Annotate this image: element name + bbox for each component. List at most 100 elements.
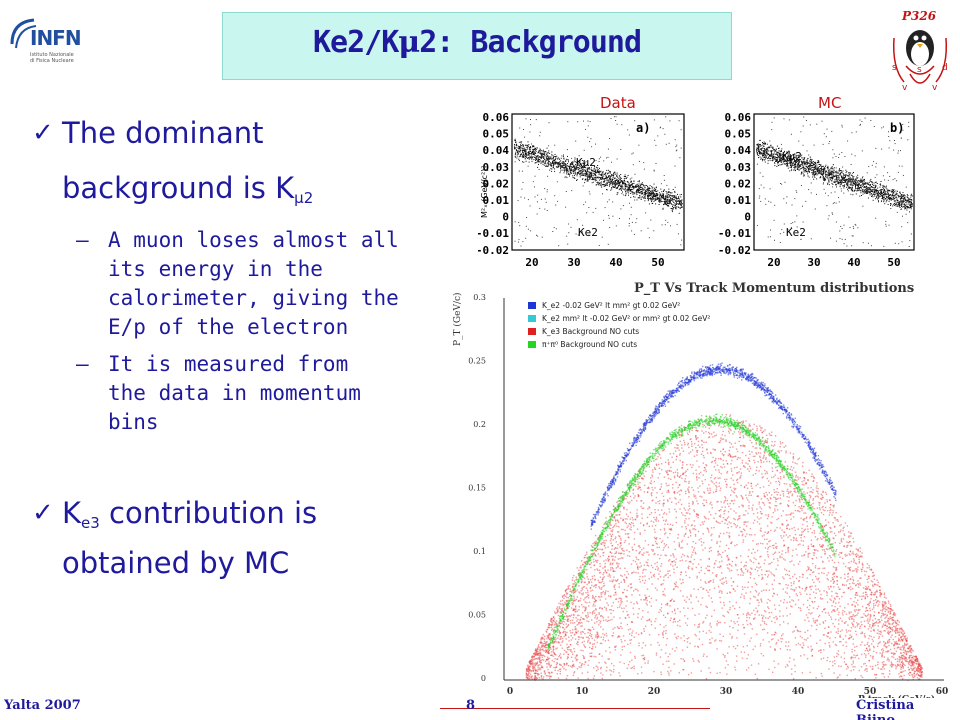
big-plot-xtick: 30 xyxy=(720,687,733,697)
panel-b-tag: b) xyxy=(890,121,904,135)
data-label: Data xyxy=(600,94,636,112)
panel-a-xtick: 50 xyxy=(651,256,664,269)
panel-a-ke2-label: Ke2 xyxy=(578,226,598,239)
sub-bullet-1-line-4: E/p of the electron xyxy=(108,315,349,339)
big-plot-xtick: 0 xyxy=(507,687,513,697)
panel-a-ytick: -0.02 xyxy=(478,244,509,257)
big-plot-ytick: 0.05 xyxy=(468,611,486,620)
footer-author: Cristina Biino xyxy=(852,698,960,720)
legend-entry: K_e2 -0.02 GeV² lt mm² gt 0.02 GeV² xyxy=(542,301,680,310)
dash-icon: – xyxy=(76,228,89,252)
panel-a-ytick: 0 xyxy=(502,211,509,224)
panel-a-ytick: 0.02 xyxy=(483,177,510,190)
big-plot-xtick: 20 xyxy=(648,687,661,697)
bullet-list: ✓ The dominant background is Kμ2 – A muo… xyxy=(32,110,452,583)
sub-bullet-1-line-1: A muon loses almost all xyxy=(108,228,399,252)
panel-a-xtick: 30 xyxy=(567,256,580,269)
legend-entry: K_e3 Background NO cuts xyxy=(542,327,639,336)
svg-text:s: s xyxy=(917,65,922,75)
panel-a-ytick: 0.04 xyxy=(483,144,510,157)
check-icon: ✓ xyxy=(32,118,54,148)
svg-text:v: v xyxy=(932,83,938,93)
dash-icon: – xyxy=(76,352,89,376)
page-number: 8 xyxy=(466,698,476,713)
panel-a-kmu2-label: Kμ2 xyxy=(576,156,596,169)
footer-event: Yalta 2007 xyxy=(4,698,81,713)
p326-logo-text: P326 xyxy=(901,9,937,23)
big-plot-xtick: 40 xyxy=(792,687,805,697)
big-plot-ylabel: P_T (GeV/c) xyxy=(452,292,463,346)
title-box: Ke2/Kμ2: Background xyxy=(222,12,732,80)
title-part-2: 2: Background xyxy=(419,25,642,60)
panel-b-ytick: 0.04 xyxy=(725,144,752,157)
panel-b-ytick: 0.02 xyxy=(725,177,752,190)
bullet-1: ✓ The dominant background is Kμ2 xyxy=(32,110,452,222)
bullet-2-line-1: Ke3 contribution is xyxy=(62,493,452,543)
bullet-2-line-2: obtained by MC xyxy=(62,546,290,580)
sub-bullet-1: – A muon loses almost all its energy in … xyxy=(32,226,452,342)
panel-b-ytick: -0.01 xyxy=(718,227,751,240)
bullet-2: ✓ Ke3 contribution is obtained by MC xyxy=(32,493,452,583)
pt-vs-momentum-plot: P_T Vs Track Momentum distributions 0.3 0… xyxy=(444,276,948,704)
infn-logo-subtitle: Istituto Nazionale di Fisica Nucleare xyxy=(30,52,74,64)
big-plot-ytick: 0.25 xyxy=(468,357,486,366)
panel-b-xtick: 50 xyxy=(887,256,900,269)
panel-a-xtick: 40 xyxy=(609,256,622,269)
big-plot-ytick: 0 xyxy=(481,674,486,683)
bullet-1-subscript: μ2 xyxy=(294,189,314,207)
scatter-a-points xyxy=(514,116,683,247)
legend-entry: K_e2 mm² lt -0.02 GeV² or mm² gt 0.02 Ge… xyxy=(542,314,710,323)
panel-b-ytick: 0.01 xyxy=(725,194,752,207)
bullet-1-line-1: The dominant xyxy=(62,116,264,150)
panel-a-ytick: 0.01 xyxy=(483,194,510,207)
svg-text:v: v xyxy=(902,83,908,93)
panel-a-ytick: 0.06 xyxy=(483,111,510,124)
svg-text:s: s xyxy=(892,63,897,73)
sub-bullet-2: – It is measured from the data in moment… xyxy=(32,350,452,437)
panel-a-ytick: 0.03 xyxy=(483,161,510,174)
bullet-2-text: contribution is xyxy=(99,496,318,530)
slide-title: Ke2/Kμ2: Background xyxy=(223,25,731,60)
footer-divider xyxy=(440,708,710,709)
panel-b-kmu2-label: Kμ2 xyxy=(782,150,802,163)
panel-a-tag: a) xyxy=(636,121,650,135)
bullet-1-line-2-text: background is K xyxy=(62,171,295,205)
big-plot-ytick: 0.3 xyxy=(473,293,486,302)
mc-label: MC xyxy=(818,94,842,112)
big-plot-xtick: 10 xyxy=(576,687,589,697)
scatter-plot-b: 0.06 0.05 0.04 0.03 0.02 0.01 0 -0.01 -0.02 20 30… xyxy=(708,108,918,290)
title-part-1: Ke2/K xyxy=(312,25,399,60)
big-plot-xtick: 50 xyxy=(864,687,877,697)
panel-b-ytick: 0.06 xyxy=(725,111,752,124)
scatter-b-points xyxy=(756,116,913,247)
big-plot-title: P_T Vs Track Momentum distributions xyxy=(634,281,914,296)
infn-logo: INFN Istituto Nazionale di Fisica Nuclea… xyxy=(8,14,88,76)
legend-swatch xyxy=(528,341,536,348)
check-icon: ✓ xyxy=(32,498,54,528)
sub-bullet-2-line-3: bins xyxy=(108,410,159,434)
panel-b-ytick: 0.05 xyxy=(725,128,752,141)
panel-a-ylabel: M²ₓ (GeV/c²)² xyxy=(480,165,489,218)
bullet-1-line-2: background is Kμ2 xyxy=(62,165,452,222)
big-plot-points xyxy=(525,362,923,681)
legend-swatch xyxy=(528,302,536,309)
sub-bullet-2-line-2: the data in momentum xyxy=(108,381,361,405)
sub-bullet-2-line-1: It is measured from xyxy=(108,352,349,376)
panel-b-ke2-label: Ke2 xyxy=(786,226,806,239)
legend-swatch xyxy=(528,328,536,335)
p326-logo: P326 s d s v v xyxy=(884,8,956,96)
svg-text:d: d xyxy=(942,63,948,73)
sub-bullet-1-line-3: calorimeter, giving the xyxy=(108,286,399,310)
panel-b-ytick: 0 xyxy=(744,211,751,224)
panel-a-ytick: -0.01 xyxy=(478,227,509,240)
panel-a-xtick: 20 xyxy=(525,256,538,269)
panel-b-xtick: 20 xyxy=(767,256,780,269)
panel-a-ytick: 0.05 xyxy=(483,128,510,141)
panel-b-ytick: -0.02 xyxy=(718,244,751,257)
big-plot-ytick: 0.1 xyxy=(473,547,486,556)
legend-swatch xyxy=(528,315,536,322)
infn-logo-text: INFN xyxy=(30,26,82,50)
panel-b-ytick: 0.03 xyxy=(725,161,752,174)
bullet-2-subscript: e3 xyxy=(81,514,100,532)
big-plot-ytick: 0.2 xyxy=(473,420,486,429)
